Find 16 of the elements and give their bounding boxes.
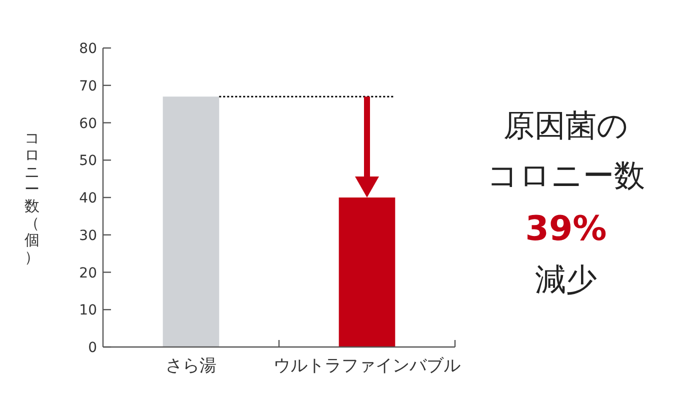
y-tick-label: 0 — [88, 340, 97, 356]
y-tick-label: 30 — [79, 228, 97, 244]
y-tick-label: 10 — [79, 302, 97, 319]
y-tick-label: 20 — [79, 265, 97, 282]
x-tick-label: ウルトラファインバブル — [274, 356, 460, 376]
text: コロニー数 — [487, 158, 645, 194]
text: 39% — [525, 209, 607, 249]
text: 原因菌の — [504, 108, 628, 144]
x-tick-label: さら湯 — [166, 356, 216, 376]
y-tick-label: 50 — [79, 153, 97, 170]
y-tick-label: 60 — [79, 116, 97, 132]
y-tick-label: 40 — [79, 190, 97, 206]
text: 減少 — [535, 262, 597, 298]
y-tick-label: 70 — [79, 78, 97, 94]
y-axis-title: コロニー数（個） — [24, 129, 40, 266]
y-tick-label: 80 — [79, 41, 97, 57]
